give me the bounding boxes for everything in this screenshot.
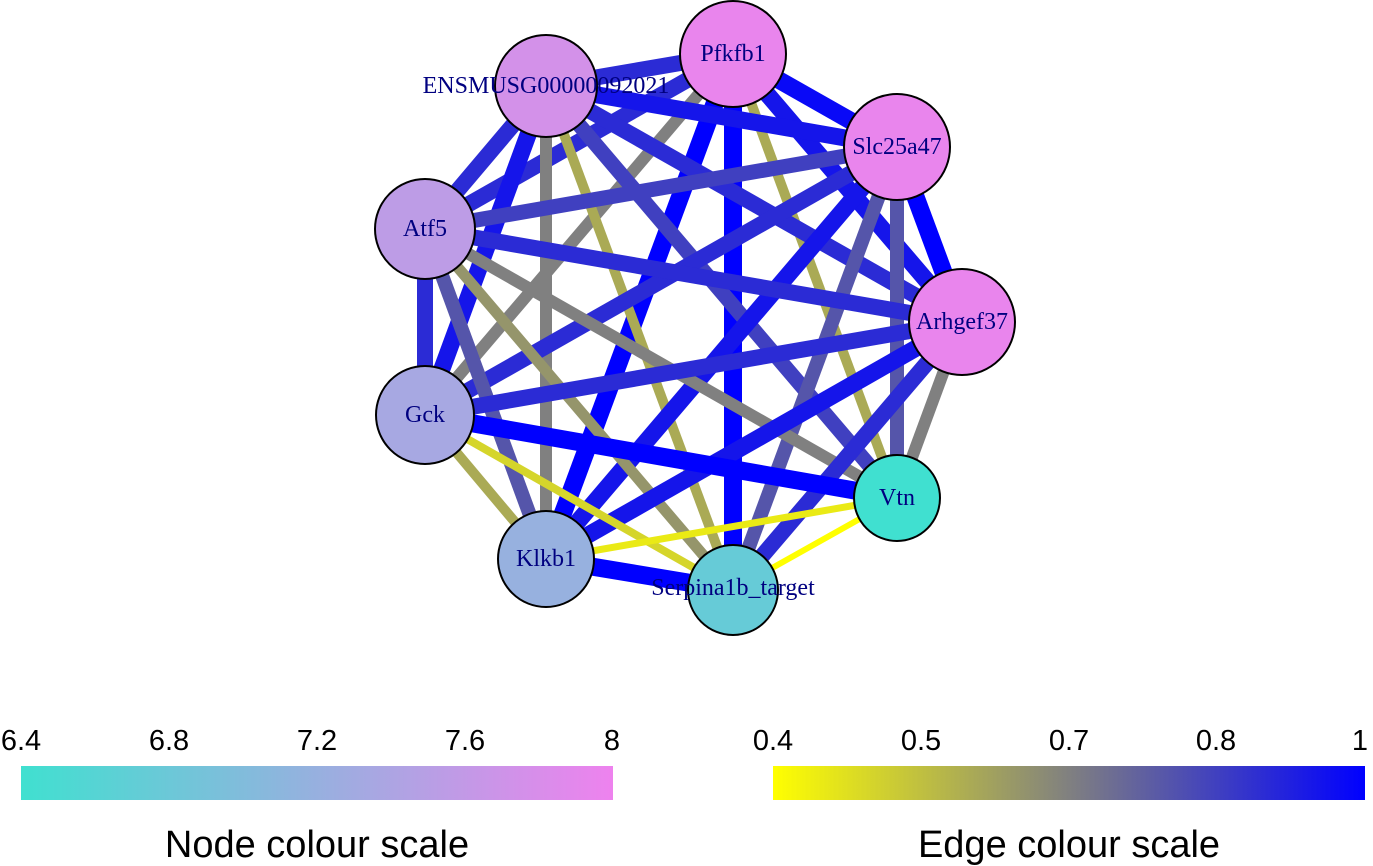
node-Gck[interactable]: Gck bbox=[375, 365, 475, 465]
node-circle-Atf5[interactable] bbox=[374, 178, 476, 280]
edge-scale-bar bbox=[773, 766, 1365, 800]
edge-colour-scale: 0.4 0.5 0.7 0.8 1 Edge colour scale bbox=[753, 725, 1368, 866]
node-label-Serpina1b_target: Serpina1b_target bbox=[651, 575, 815, 601]
edge-Slc25a47-Klkb1 bbox=[539, 141, 904, 565]
node-label-Atf5: Atf5 bbox=[403, 216, 447, 242]
edge-ENSMUSG00000092021-Gck bbox=[417, 83, 554, 418]
edge-Slc25a47-Gck bbox=[421, 140, 901, 422]
node-label-Arhgef37: Arhgef37 bbox=[916, 309, 1008, 335]
edge-Pfkfb1-Klkb1 bbox=[537, 50, 742, 563]
node-Pfkfb1[interactable]: Pfkfb1 bbox=[679, 0, 787, 108]
edge-scale-tick-1: 0.5 bbox=[901, 725, 941, 757]
node-ENSMUSG00000092021[interactable]: ENSMUSG00000092021 bbox=[423, 34, 670, 138]
edge-scale-tick-2: 0.7 bbox=[1049, 725, 1089, 757]
node-scale-tick-4: 8 bbox=[604, 725, 620, 757]
node-circle-Serpina1b_target[interactable] bbox=[687, 544, 779, 636]
node-Vtn[interactable]: Vtn bbox=[853, 454, 941, 542]
node-circle-Slc25a47[interactable] bbox=[843, 93, 951, 201]
node-Serpina1b_target[interactable]: Serpina1b_target bbox=[651, 544, 815, 636]
edge-ENSMUSG00000092021-Slc25a47 bbox=[544, 77, 899, 156]
node-label-Pfkfb1: Pfkfb1 bbox=[700, 41, 765, 67]
edge-Gck-Serpina1b_target bbox=[423, 411, 735, 594]
node-label-Gck: Gck bbox=[405, 402, 445, 428]
edge-Slc25a47-Atf5 bbox=[423, 139, 899, 237]
edge-ENSMUSG00000092021-Vtn bbox=[540, 81, 903, 503]
edge-scale-tick-0: 0.4 bbox=[753, 725, 793, 757]
node-colour-scale: 6.4 6.8 7.2 7.6 8 Node colour scale bbox=[1, 725, 620, 866]
edge-ENSMUSG00000092021-Serpina1b_target bbox=[541, 84, 738, 592]
node-circle-Pfkfb1[interactable] bbox=[679, 0, 787, 108]
edge-Gck-Vtn bbox=[423, 406, 899, 507]
edge-Pfkfb1-Atf5 bbox=[421, 47, 737, 236]
node-circle-Klkb1[interactable] bbox=[497, 510, 595, 608]
edge-Arhgef37-Serpina1b_target bbox=[726, 316, 969, 596]
node-scale-tick-0: 6.4 bbox=[1, 725, 41, 757]
node-circle-Gck[interactable] bbox=[375, 365, 475, 465]
edge-Arhgef37-Gck bbox=[423, 314, 964, 423]
node-Arhgef37[interactable]: Arhgef37 bbox=[908, 268, 1016, 376]
node-circle-Vtn[interactable] bbox=[853, 454, 941, 542]
node-scale-tick-1: 6.8 bbox=[149, 725, 189, 757]
node-label-Slc25a47: Slc25a47 bbox=[852, 134, 941, 160]
node-label-Klkb1: Klkb1 bbox=[516, 546, 576, 572]
edge-Slc25a47-Serpina1b_target bbox=[726, 144, 904, 593]
edge-scale-tick-4: 1 bbox=[1352, 725, 1368, 757]
edge-Atf5-Arhgef37 bbox=[423, 221, 964, 330]
node-scale-tick-3: 7.6 bbox=[445, 725, 485, 757]
node-Klkb1[interactable]: Klkb1 bbox=[497, 510, 595, 608]
node-Slc25a47[interactable]: Slc25a47 bbox=[843, 93, 951, 201]
edge-Atf5-Serpina1b_target bbox=[420, 225, 738, 594]
node-Atf5[interactable]: Atf5 bbox=[374, 178, 476, 280]
node-circle-ENSMUSG00000092021[interactable] bbox=[494, 34, 598, 138]
nodes-layer: Pfkfb1 ENSMUSG00000092021 Slc25a47 Atf5 Arhg… bbox=[374, 0, 1016, 636]
node-circle-Arhgef37[interactable] bbox=[908, 268, 1016, 376]
edge-Atf5-Vtn bbox=[422, 223, 900, 504]
node-label-ENSMUSG00000092021: ENSMUSG00000092021 bbox=[423, 73, 670, 99]
edge-scale-title: Edge colour scale bbox=[918, 824, 1220, 866]
node-scale-title: Node colour scale bbox=[165, 824, 469, 866]
edge-Pfkfb1-Arhgef37 bbox=[726, 48, 969, 328]
node-label-Vtn: Vtn bbox=[879, 485, 915, 511]
edge-Vtn-Klkb1 bbox=[545, 494, 898, 563]
edge-scale-tick-3: 0.8 bbox=[1196, 725, 1236, 757]
node-scale-bar bbox=[21, 766, 613, 800]
node-scale-tick-2: 7.2 bbox=[297, 725, 337, 757]
edge-Atf5-Klkb1 bbox=[418, 226, 553, 562]
